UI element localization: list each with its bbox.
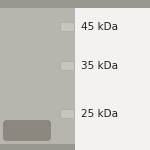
FancyBboxPatch shape <box>4 121 50 140</box>
FancyBboxPatch shape <box>61 61 74 70</box>
Bar <box>0 144 75 150</box>
FancyBboxPatch shape <box>61 22 74 32</box>
Text: 45 kDa: 45 kDa <box>81 22 118 32</box>
Text: 25 kDa: 25 kDa <box>81 109 118 119</box>
Bar <box>0 0 150 8</box>
Text: 35 kDa: 35 kDa <box>81 61 118 71</box>
Bar <box>0 0 75 150</box>
FancyBboxPatch shape <box>61 110 74 118</box>
